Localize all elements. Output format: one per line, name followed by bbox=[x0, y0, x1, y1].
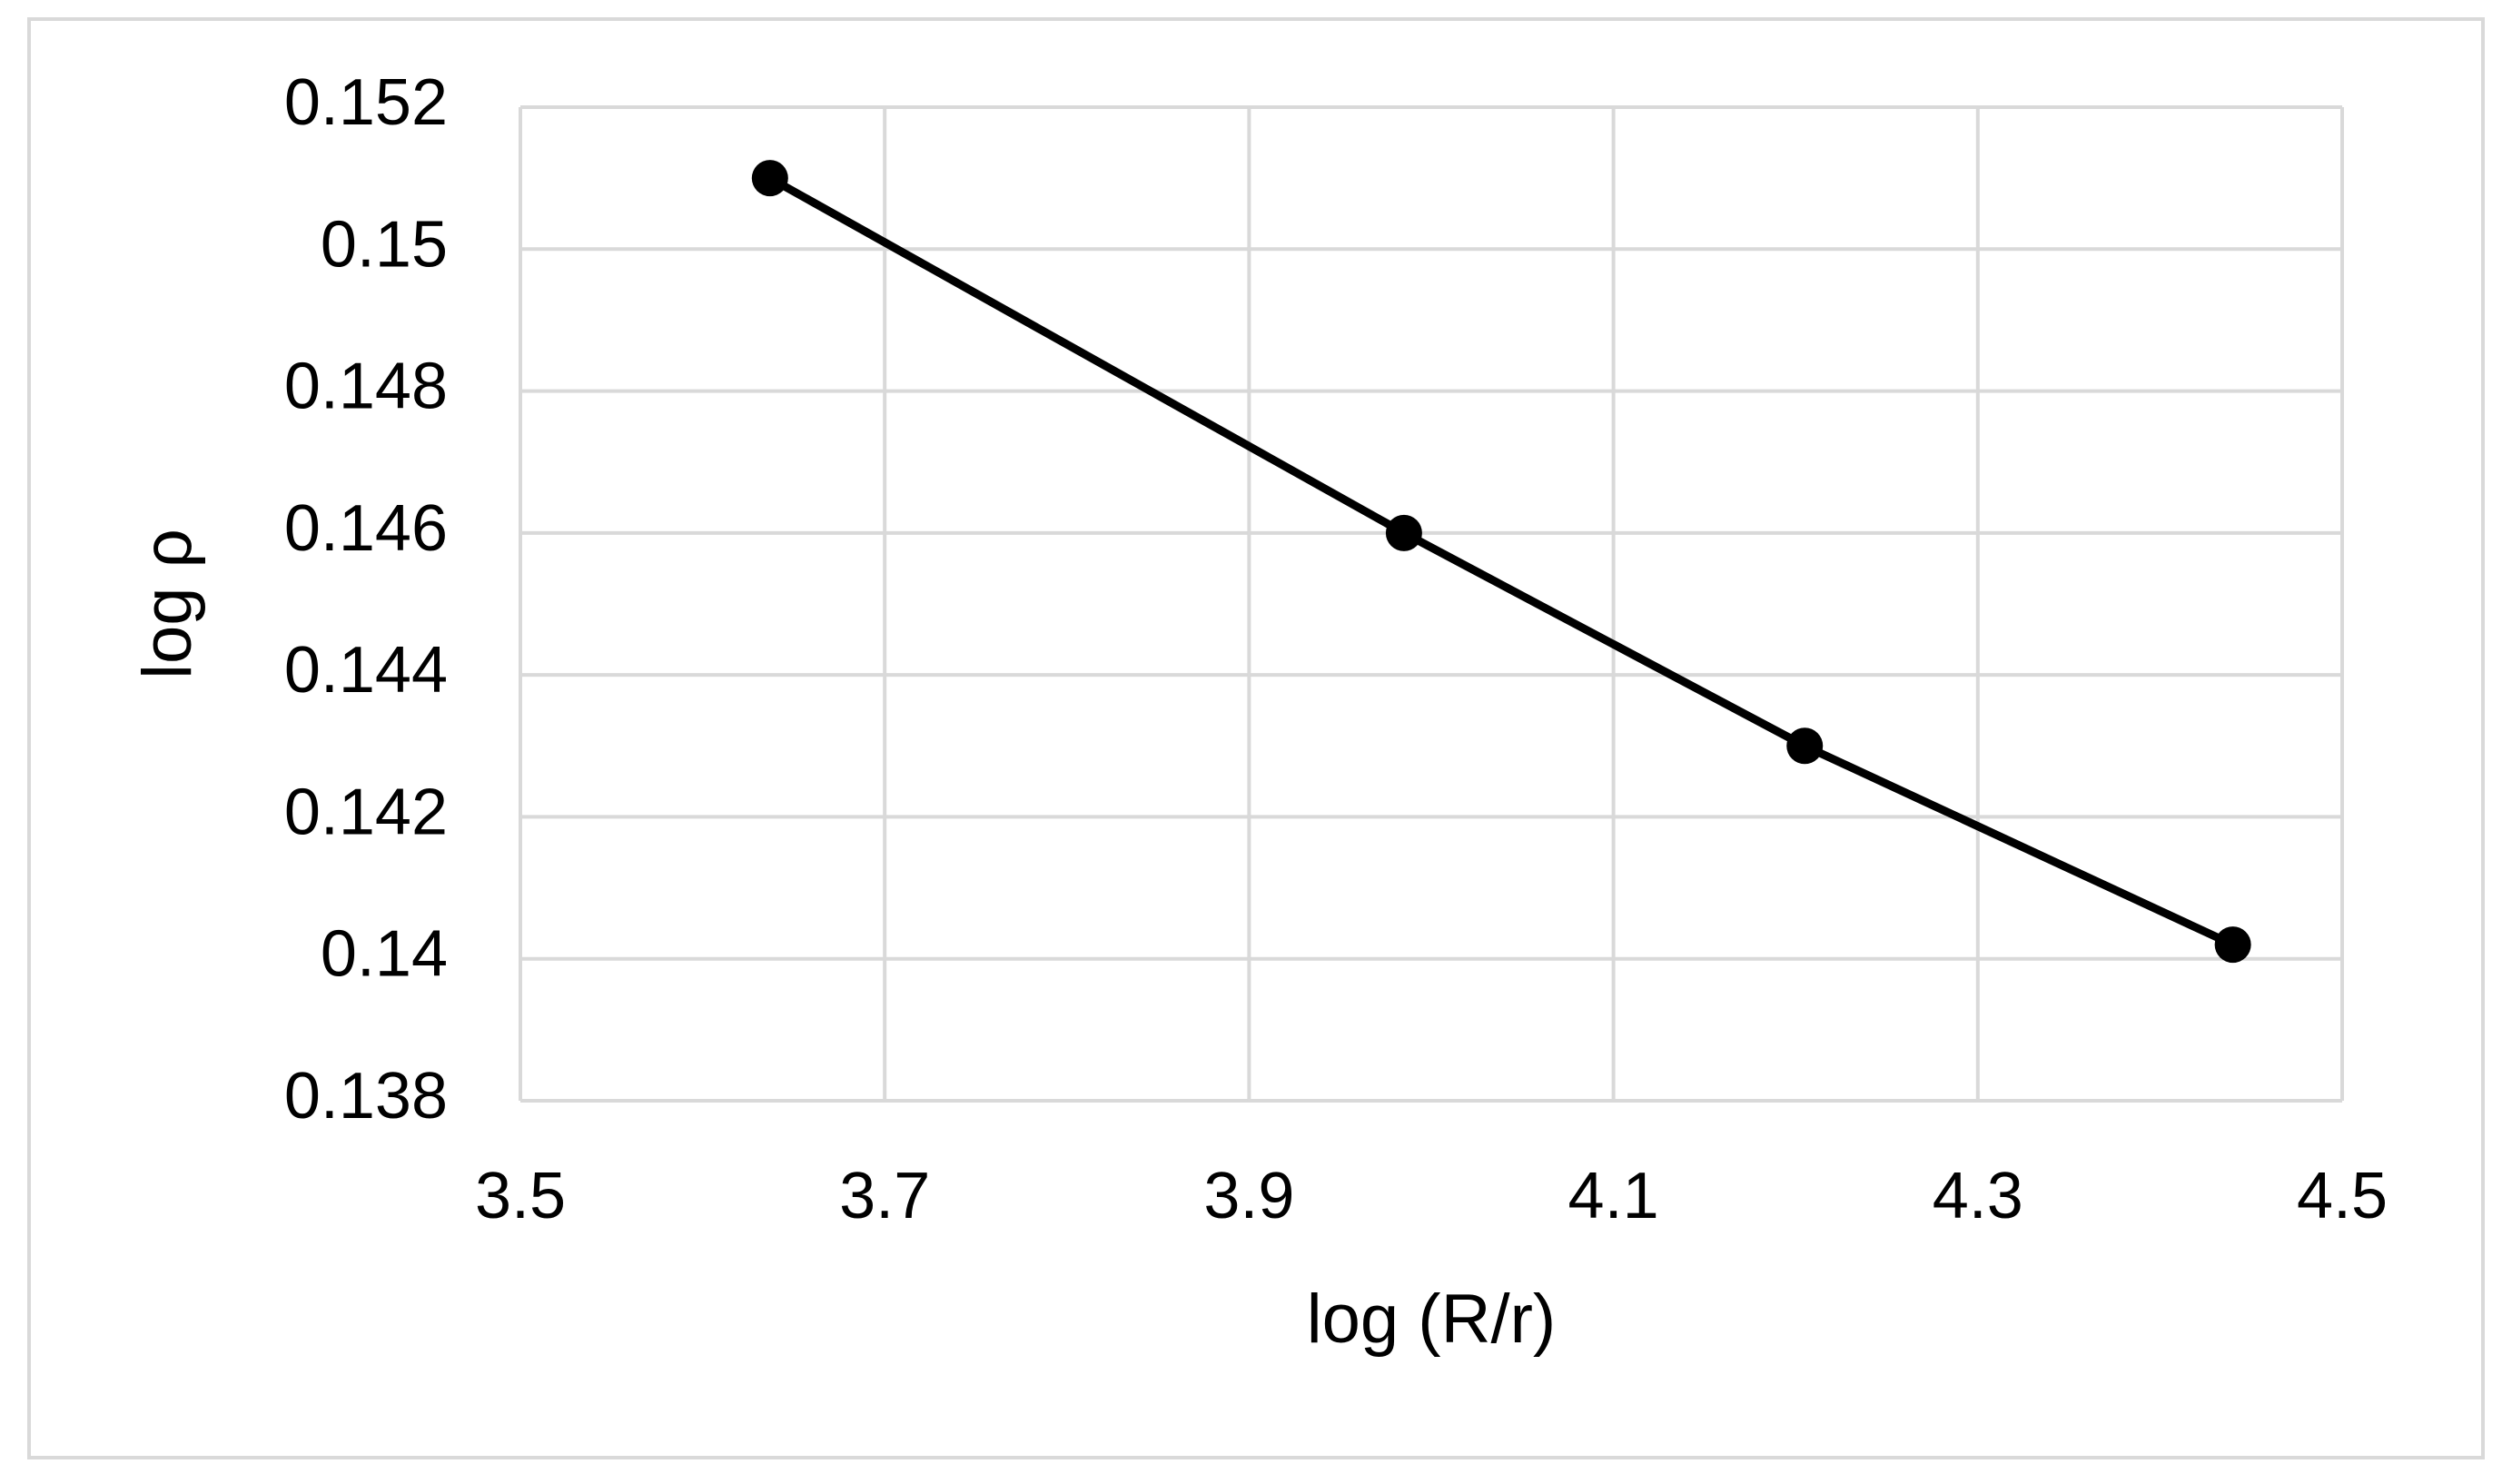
x-tick-label: 4.5 bbox=[2297, 1160, 2388, 1232]
y-tick-label: 0.148 bbox=[284, 351, 448, 423]
data-line bbox=[767, 174, 2235, 949]
y-tick-label: 0.138 bbox=[284, 1060, 448, 1133]
data-point bbox=[1786, 727, 1824, 765]
chart-border bbox=[27, 17, 2485, 1459]
y-axis-title: log ρ bbox=[129, 529, 206, 679]
y-tick-label: 0.144 bbox=[284, 634, 448, 707]
x-tick-label: 4.1 bbox=[1568, 1160, 1659, 1232]
x-tick-label: 4.3 bbox=[1933, 1160, 2023, 1232]
y-tick-label: 0.15 bbox=[321, 208, 448, 281]
y-tick-label: 0.152 bbox=[284, 66, 448, 139]
x-tick-label: 3.7 bbox=[839, 1160, 930, 1232]
x-tick-label: 3.9 bbox=[1203, 1160, 1294, 1232]
y-tick-label: 0.142 bbox=[284, 776, 448, 848]
y-tick-label: 0.146 bbox=[284, 492, 448, 565]
data-point bbox=[2214, 926, 2251, 964]
x-axis-title: log (R/r) bbox=[1307, 1281, 1556, 1358]
y-tick-label: 0.14 bbox=[321, 918, 448, 991]
data-point bbox=[1385, 514, 1422, 551]
data-point bbox=[751, 160, 788, 197]
x-tick-label: 3.5 bbox=[475, 1160, 566, 1232]
